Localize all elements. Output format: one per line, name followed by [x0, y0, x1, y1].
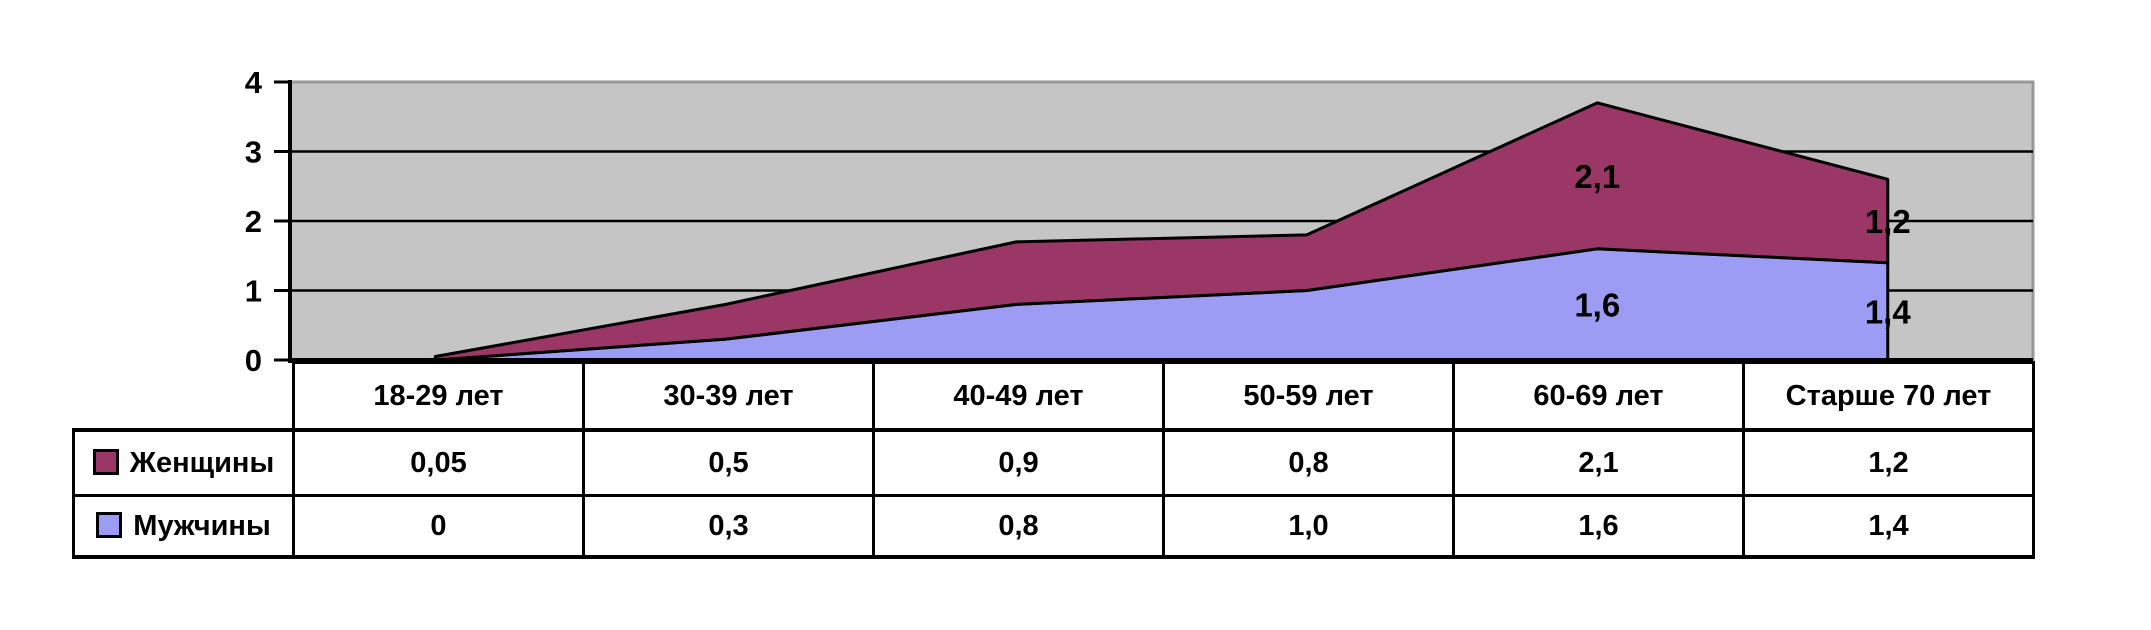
category-label: 60-69 лет	[1452, 361, 1745, 432]
table-value: 1,2	[1742, 428, 2035, 497]
category-label: 18-29 лет	[292, 361, 585, 432]
data-label: 2,1	[1574, 158, 1620, 195]
table-corner-blank	[74, 363, 294, 431]
area-women	[433, 101, 1890, 362]
y-tick-label: 3	[245, 135, 262, 170]
y-tick-label: 1	[245, 274, 262, 309]
table-value: 0,3	[582, 494, 875, 559]
y-tick-label: 2	[245, 204, 262, 239]
y-tick-label: 4	[245, 65, 263, 100]
table-value: 0,8	[1162, 428, 1455, 497]
table-value: 0,9	[872, 428, 1165, 497]
legend-item-women: Женщины	[72, 428, 295, 497]
data-label: 1,4	[1865, 293, 1912, 330]
table-value: 0	[292, 494, 585, 559]
y-tick-label: 0	[245, 343, 262, 378]
table-value: 1,4	[1742, 494, 2035, 559]
series-row-women: Женщины 0,05 0,5 0,9 0,8 2,1 1,2	[72, 428, 2035, 497]
series-name-men: Мужчины	[133, 509, 271, 542]
legend-swatch-men-icon	[96, 511, 123, 538]
table-value: 2,1	[1452, 428, 1745, 497]
series-name-women: Женщины	[129, 446, 275, 479]
category-label: Старше 70 лет	[1742, 361, 2035, 432]
table-value: 0,8	[872, 494, 1165, 559]
legend-swatch-women-icon	[92, 448, 119, 475]
table-value: 0,05	[292, 428, 585, 497]
category-header-row: 18-29 лет 30-39 лет 40-49 лет 50-59 лет …	[74, 361, 2035, 432]
table-value: 0,5	[582, 428, 875, 497]
category-label: 50-59 лет	[1162, 361, 1455, 432]
data-label: 1,2	[1865, 203, 1911, 240]
legend-item-men: Мужчины	[72, 494, 295, 559]
series-row-men: Мужчины 0 0,3 0,8 1,0 1,6 1,4	[72, 494, 2035, 559]
data-label: 1,6	[1574, 286, 1620, 323]
data-table: 18-29 лет 30-39 лет 40-49 лет 50-59 лет …	[72, 361, 2035, 559]
category-label: 40-49 лет	[872, 361, 1165, 432]
table-value: 1,0	[1162, 494, 1455, 559]
table-value: 1,6	[1452, 494, 1745, 559]
category-label: 30-39 лет	[582, 361, 875, 432]
